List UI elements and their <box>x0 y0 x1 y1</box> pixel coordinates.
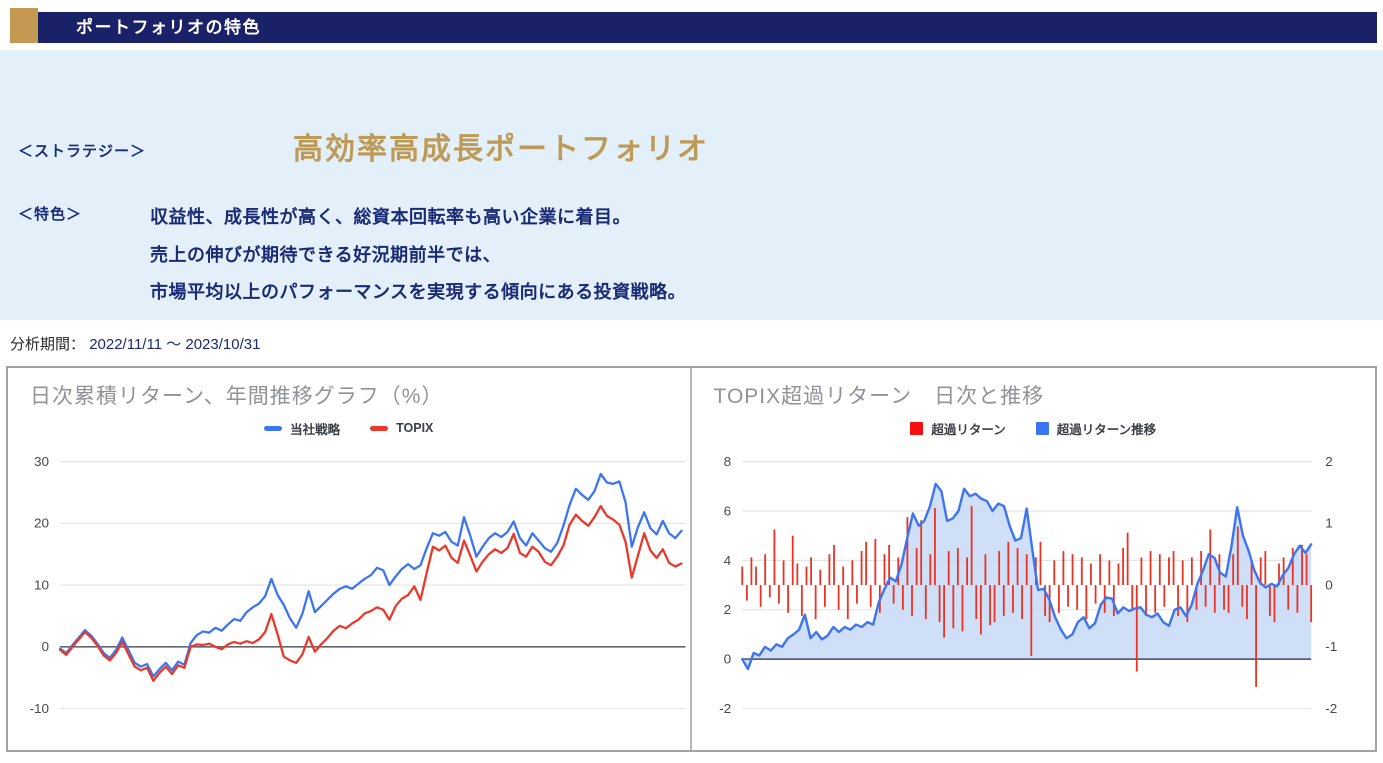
features-line-3: 市場平均以上のパフォーマンスを実現する傾向にある投資戦略。 <box>150 282 687 302</box>
excess-return-panel: TOPIX超過リターン 日次と推移 超過リターン 超過リターン推移 8 6 4 2 0 -… <box>692 368 1376 750</box>
cumulative-return-chart: 30 20 10 0 -10 <box>30 454 686 716</box>
page-title: ポートフォリオの特色 <box>76 18 261 37</box>
svg-text:2: 2 <box>1325 454 1333 469</box>
svg-text:4: 4 <box>723 553 731 568</box>
svg-text:0: 0 <box>723 652 731 667</box>
analysis-period: 分析期間： 2022/11/11 ～ 2023/10/31 <box>10 333 260 354</box>
header-bar: ポートフォリオの特色 <box>38 12 1377 43</box>
svg-text:-10: -10 <box>30 701 50 716</box>
cumulative-return-panel: 日次累積リターン、年間推移グラフ（%） 当社戦略 TOPIX 30 20 10 0 -1… <box>8 368 692 750</box>
features-label: ＜特色＞ <box>18 206 83 223</box>
svg-text:20: 20 <box>34 516 49 531</box>
legend-label-excess-daily: 超過リターン <box>931 422 1006 437</box>
excess-daily-series-marker-icon <box>910 421 924 435</box>
svg-text:-1: -1 <box>1325 639 1337 654</box>
charts-container: 日次累積リターン、年間推移グラフ（%） 当社戦略 TOPIX 30 20 10 0 -1… <box>6 366 1377 752</box>
svg-text:8: 8 <box>723 454 731 469</box>
svg-text:-2: -2 <box>719 701 731 716</box>
analysis-period-value: 2022/11/11 ～ 2023/10/31 <box>89 336 261 353</box>
svg-text:6: 6 <box>723 504 731 519</box>
cumulative-chart-legend: 当社戦略 TOPIX <box>8 418 690 438</box>
svg-text:0: 0 <box>1325 578 1333 593</box>
svg-text:0: 0 <box>42 639 50 654</box>
legend-item-excess-cumulative: 超過リターン推移 <box>1035 419 1157 438</box>
legend-label-topix: TOPIX <box>396 421 434 435</box>
features-line-2: 売上の伸びが期待できる好況期前半では、 <box>150 244 502 265</box>
svg-text:1: 1 <box>1325 516 1333 531</box>
features-line-1: 収益性、成長性が高く、総資本回転率も高い企業に着目。 <box>150 207 631 227</box>
excess-chart-title: TOPIX超過リターン 日次と推移 <box>713 385 1045 408</box>
excess-cumulative-series-marker-icon <box>1035 421 1049 435</box>
strategy-series-marker-icon <box>264 425 283 431</box>
features-text: 収益性、成長性が高く、総資本回転率も高い企業に着目。 売上の伸びが期待できる好況… <box>150 199 686 312</box>
strategy-label: ＜ストラテジー＞ <box>18 143 147 160</box>
strategy-title: 高効率高成長ポートフォリオ <box>293 133 709 166</box>
gold-accent-square <box>10 8 38 43</box>
svg-text:2: 2 <box>723 602 731 617</box>
svg-text:30: 30 <box>34 454 49 469</box>
legend-label-strategy: 当社戦略 <box>290 422 341 437</box>
legend-item-topix: TOPIX <box>370 421 433 435</box>
analysis-period-label: 分析期間： <box>10 336 86 353</box>
topix-series-marker-icon <box>370 425 389 431</box>
intro-section: ＜ストラテジー＞ 高効率高成長ポートフォリオ ＜特色＞ 収益性、成長性が高く、総… <box>0 50 1383 320</box>
legend-item-strategy: 当社戦略 <box>264 419 340 438</box>
legend-item-excess-daily: 超過リターン <box>910 419 1006 438</box>
svg-text:10: 10 <box>34 578 49 593</box>
excess-return-chart: 8 6 4 2 0 -2 2 1 0 -1 -2 <box>719 454 1337 716</box>
svg-text:-2: -2 <box>1325 701 1337 716</box>
excess-chart-legend: 超過リターン 超過リターン推移 <box>692 418 1376 438</box>
legend-label-excess-cumulative: 超過リターン推移 <box>1056 422 1157 437</box>
cumulative-chart-title: 日次累積リターン、年間推移グラフ（%） <box>30 385 444 408</box>
